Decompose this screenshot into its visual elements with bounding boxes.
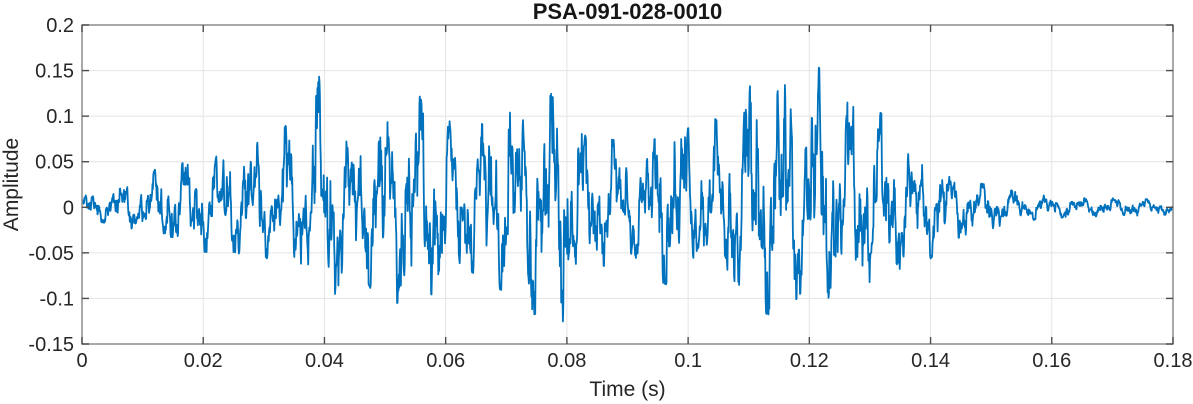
x-tick-label: 0 — [76, 350, 87, 372]
y-tick-label: 0.1 — [46, 106, 74, 128]
x-tick-label: 0.1 — [674, 350, 702, 372]
y-tick-label: 0.05 — [35, 152, 74, 174]
x-tick-label: 0.04 — [305, 350, 344, 372]
x-tick-label: 0.16 — [1032, 350, 1071, 372]
x-tick-label: 0.02 — [184, 350, 223, 372]
y-tick-label: 0.15 — [35, 61, 74, 83]
waveform-line — [82, 66, 1173, 323]
x-tick-label: 0.06 — [426, 350, 465, 372]
axes-box — [81, 24, 1174, 345]
tick-labels: 0 0.02 0.04 0.06 0.08 0.1 0.12 0.14 0.16 0.18 -0.1… — [28, 15, 1192, 372]
y-tick-label: -0.1 — [40, 288, 74, 310]
y-axis-label: Amplitude — [0, 138, 23, 231]
y-tick-label: -0.15 — [28, 334, 74, 356]
x-axis-label: Time (s) — [589, 378, 665, 401]
waveform-series — [82, 66, 1173, 323]
chart-title: PSA-091-028-0010 — [533, 0, 723, 24]
x-tick-label: 0.08 — [547, 350, 586, 372]
y-tick-label: 0.2 — [46, 15, 74, 37]
x-tick-label: 0.18 — [1154, 350, 1193, 372]
x-tick-label: 0.12 — [790, 350, 829, 372]
x-tick-label: 0.14 — [911, 350, 950, 372]
y-tick-label: 0 — [63, 197, 74, 219]
y-tick-label: -0.05 — [28, 243, 74, 265]
